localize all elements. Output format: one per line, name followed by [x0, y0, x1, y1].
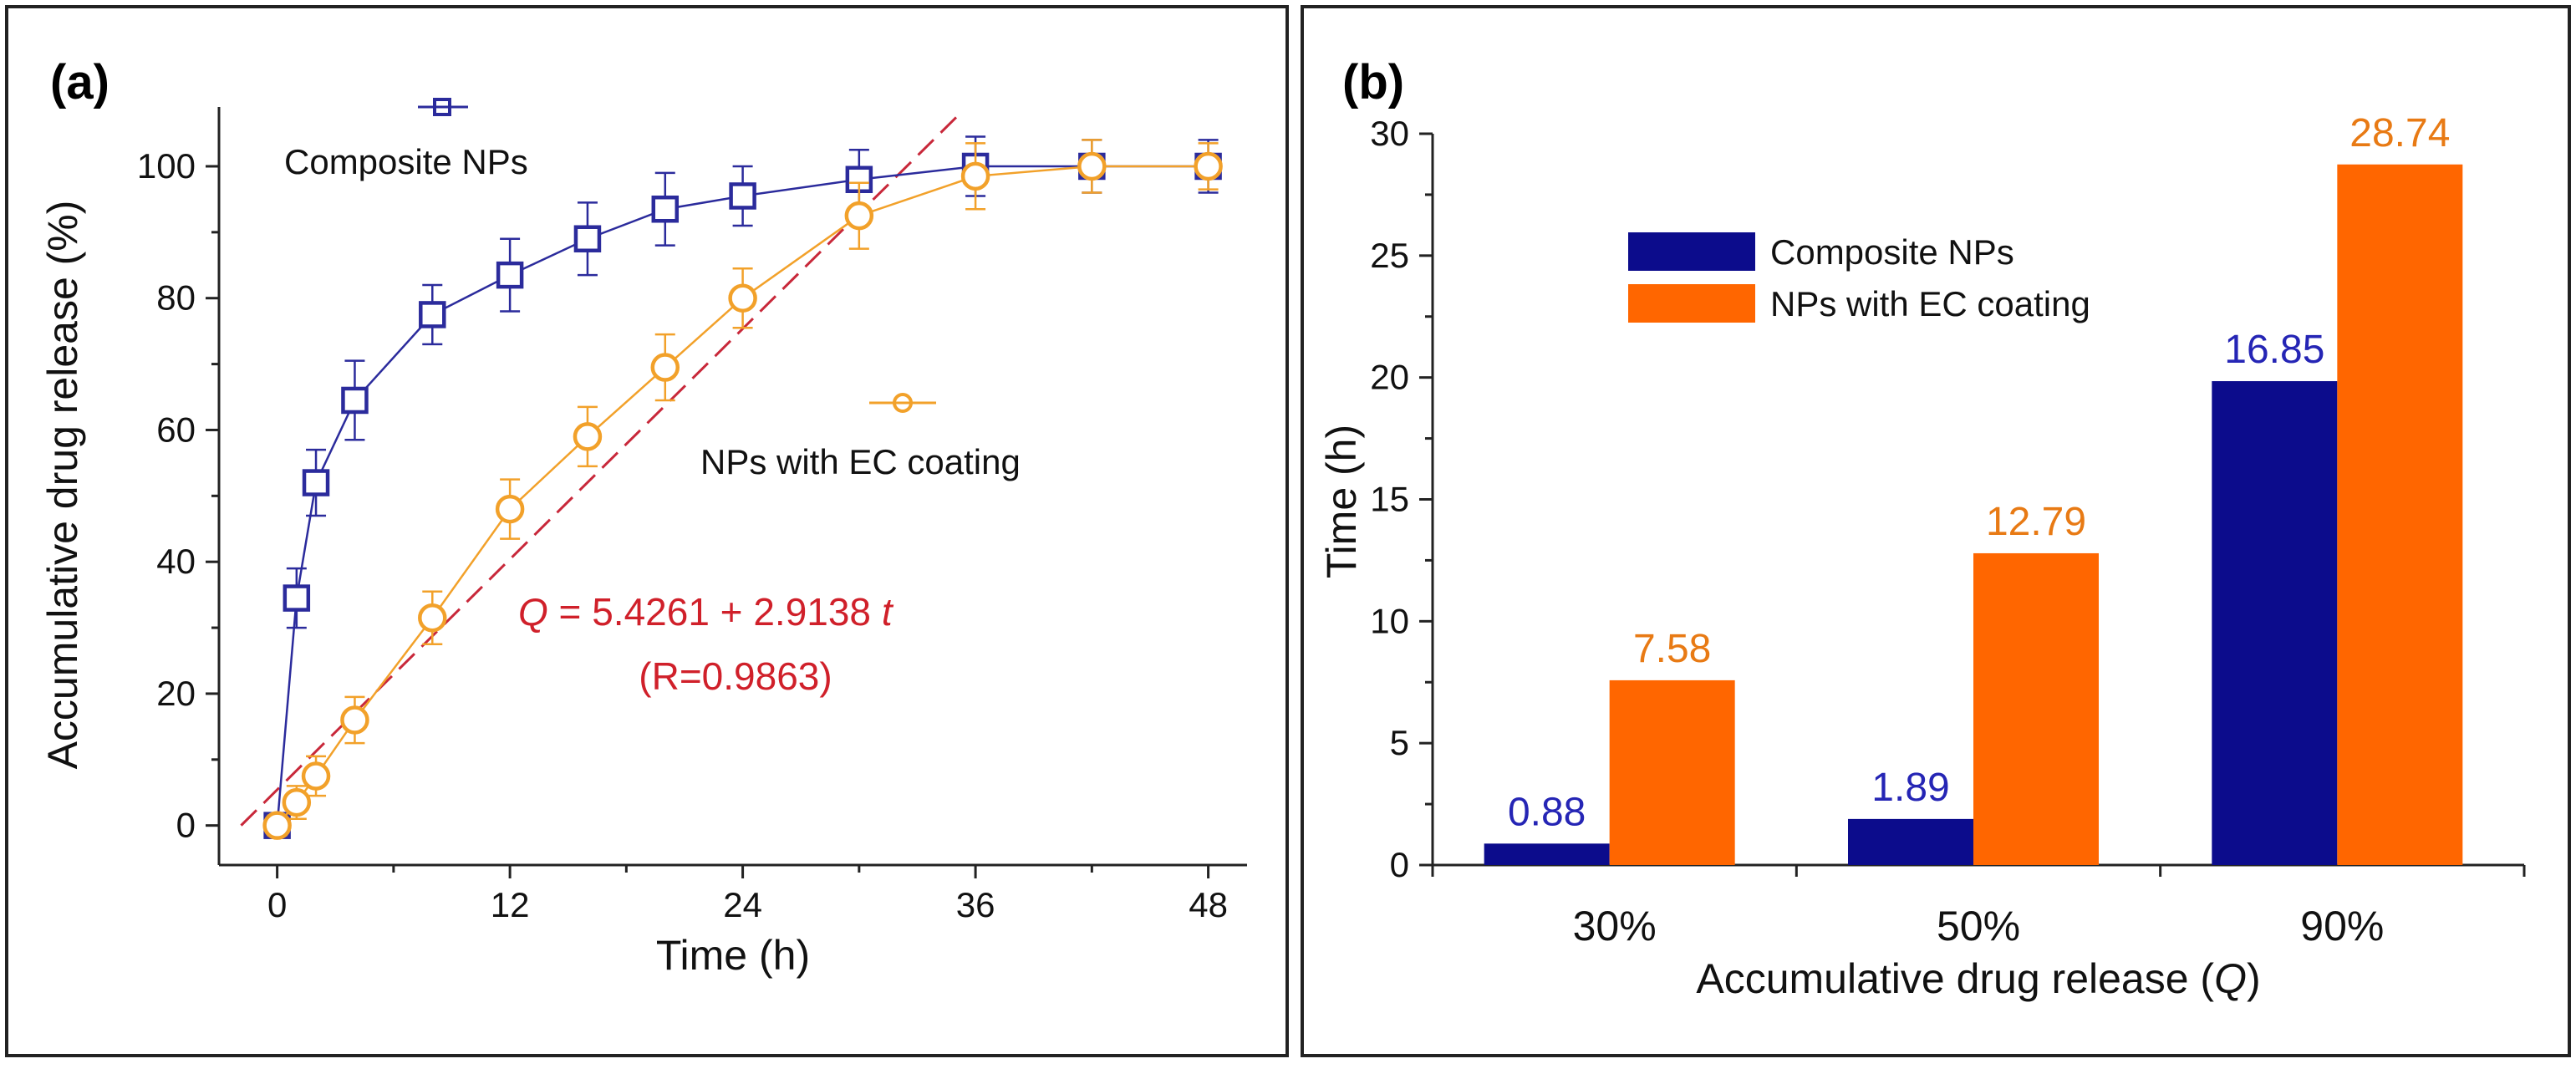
panel-a-y-tick-label: 20 [156, 674, 196, 713]
data-point-square [573, 225, 602, 252]
panel-b: (b) 0 5 10 15 20 25 30 30% 50% 90% 0.88 7.58 1.89 12… [1301, 5, 2571, 1057]
legend-ec: NPs with EC coating [700, 393, 1021, 481]
panel-b-x-title: Accumulative drug release (Q) [1696, 955, 2260, 1002]
panel-b-y-tick-label: 15 [1370, 480, 1409, 519]
panel-a-fit-line [240, 112, 961, 827]
data-point-circle [301, 761, 331, 791]
data-point-circle [1194, 151, 1223, 181]
panel-b-category-label: 50% [1937, 903, 2020, 949]
panel-a-x-tick-label: 24 [723, 885, 762, 924]
data-point-square [302, 469, 330, 496]
data-point-square [496, 261, 524, 289]
series-line [276, 165, 1209, 826]
panel-a-x-tick-label: 48 [1189, 885, 1228, 924]
series-line [276, 165, 1209, 827]
panel-a-y-title: Accumulative drug release (%) [39, 201, 86, 770]
bar-value-label: 28.74 [2349, 111, 2450, 155]
panel-a-x-title: Time (h) [656, 932, 810, 979]
panel-a-y-tick-label: 60 [156, 410, 196, 449]
data-point-circle [844, 201, 874, 231]
panel-a-frame [5, 5, 1289, 1057]
panel-a-y-tick-label: 0 [176, 806, 196, 845]
panel-b-y-tick-label: 10 [1370, 601, 1409, 640]
panel-b-x-title-main: Accumulative drug release ( [1696, 955, 2214, 1002]
panel-a-label: (a) [50, 55, 109, 109]
data-point-circle [282, 787, 312, 817]
panel-a-x-tick-label: 12 [491, 885, 530, 924]
data-point-square [283, 584, 311, 612]
bar-composite [2212, 381, 2338, 866]
fit-line-path [240, 112, 961, 827]
legend-composite-marker [433, 98, 451, 116]
bar-value-label: 7.58 [1633, 627, 1711, 671]
panel-b-bars: 0.88 7.58 1.89 12.79 16.85 28.74 [1484, 111, 2463, 866]
bar-ec [1973, 552, 2099, 865]
bar-composite [1848, 818, 1973, 865]
fit-equation-body: = 5.4261 + 2.9138 [548, 590, 882, 634]
panel-b-y-tick-label: 25 [1370, 236, 1409, 275]
series-ec [262, 139, 1223, 840]
legend-composite-text: Composite NPs [284, 142, 528, 181]
panel-b-y-tick-label: 0 [1390, 845, 1409, 884]
panel-b-frame [1301, 5, 2571, 1057]
legend-b-ec-swatch [1628, 284, 1755, 323]
panel-b-category-label: 30% [1573, 903, 1657, 949]
bar-value-label: 1.89 [1871, 766, 1949, 810]
data-point-circle [262, 811, 292, 840]
panel-a-y-tick-label: 100 [137, 146, 196, 186]
data-point-circle [418, 603, 447, 633]
bar-ec [1609, 679, 1735, 865]
data-point-square [651, 195, 680, 223]
data-point-square [419, 301, 446, 328]
panel-a-y-tick-label: 40 [156, 542, 196, 581]
panel-b-y-tick-label: 5 [1390, 723, 1409, 762]
data-point-square [341, 386, 369, 415]
legend-ec-marker [893, 393, 913, 413]
bar-value-label: 0.88 [1508, 790, 1586, 834]
panel-b-ticks: 0 5 10 15 20 25 30 30% 50% 90% [1370, 114, 2526, 949]
data-point-square [729, 182, 756, 210]
data-point-circle [1077, 151, 1107, 181]
panel-b-y-title: Time (h) [1318, 425, 1365, 578]
legend-composite: Composite NPs [284, 98, 528, 181]
bar-value-label: 12.79 [1986, 500, 2086, 544]
panel-b-label: (b) [1342, 55, 1404, 109]
panel-b-x-title-q: Q [2214, 955, 2247, 1002]
data-point-circle [495, 494, 525, 524]
data-point-circle [650, 353, 680, 382]
fit-equation-t: t [882, 590, 894, 634]
data-point-circle [728, 283, 757, 313]
legend-b-ec-text: NPs with EC coating [1770, 284, 2090, 323]
panel-b-legend: Composite NPs NPs with EC coating [1628, 232, 2090, 323]
fit-r-value: (R=0.9863) [639, 654, 832, 698]
panel-a: (a) 0 12 24 36 48 0 20 40 60 80 100 Time (h) Accum… [5, 5, 1289, 1057]
bar-value-label: 16.85 [2224, 328, 2324, 372]
panel-a-y-tick-label: 80 [156, 278, 196, 318]
legend-b-composite-text: Composite NPs [1770, 232, 2014, 272]
series-composite [263, 135, 1222, 839]
panel-a-series [262, 135, 1223, 840]
data-point-circle [340, 705, 369, 735]
panel-a-x-tick-label: 0 [267, 885, 287, 924]
data-point-circle [960, 161, 990, 191]
bar-composite [1484, 843, 1610, 865]
legend-ec-text: NPs with EC coating [700, 442, 1021, 481]
fit-equation: Q = 5.4261 + 2.9138 t [518, 590, 894, 634]
panel-b-x-title-end: ) [2247, 955, 2261, 1002]
panel-a-x-tick-label: 36 [956, 885, 995, 924]
data-point-square [845, 165, 873, 194]
panel-b-category-label: 90% [2300, 903, 2384, 949]
bar-ec [2337, 164, 2463, 865]
panel-b-y-tick-label: 20 [1370, 358, 1409, 397]
panel-a-ticks: 0 12 24 36 48 0 20 40 60 80 100 [137, 146, 1228, 924]
legend-b-composite-swatch [1628, 232, 1755, 271]
panel-b-y-tick-label: 30 [1370, 114, 1409, 153]
data-point-circle [573, 422, 603, 451]
fit-equation-q: Q [518, 590, 548, 634]
